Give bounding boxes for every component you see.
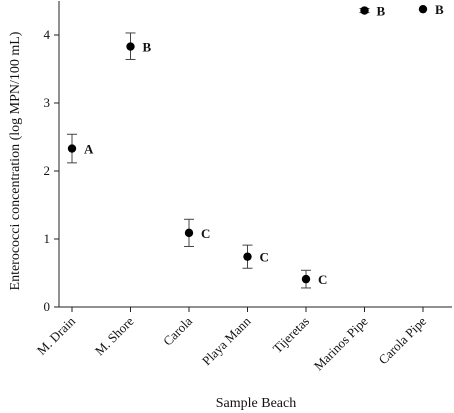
y-axis-title: Enterococci concentration (log MPN/100 m… [8,31,23,290]
significance-letter: C [260,250,269,265]
significance-letter: B [435,2,444,17]
data-point [301,274,311,284]
x-tick-label: Carola Pipe [375,313,429,367]
x-axis-title: Sample Beach [216,396,296,411]
y-tick-label: 2 [44,163,51,178]
x-tick-label: Tijeretas [270,314,312,356]
x-ticks: M. Drain M. Shore Carola Playa Mann Tijereta… [34,307,429,373]
data-point [184,228,194,238]
data-point [126,42,135,51]
data-points: A B C C C B B [67,2,444,289]
data-point [243,252,252,261]
significance-letter: C [201,226,210,241]
x-tick-label: Playa Mann [199,313,254,368]
x-tick-label: M. Shore [92,313,137,358]
y-ticks: 0 1 2 3 4 [44,27,59,314]
axes [58,1,452,308]
x-tick-label: M. Drain [34,313,79,358]
data-point [360,6,369,15]
y-tick-label: 3 [44,95,51,110]
significance-letter: A [84,142,94,157]
significance-letter: B [377,4,386,19]
x-tick-label: Marinos Pipe [311,313,371,373]
y-tick-label: 4 [44,27,51,42]
data-point [418,4,428,14]
significance-letter: B [143,40,152,55]
data-point [67,144,77,153]
x-tick-label: Carola [160,313,195,348]
y-tick-label: 0 [44,299,51,314]
significance-letter: C [318,272,327,287]
y-tick-label: 1 [44,231,51,246]
